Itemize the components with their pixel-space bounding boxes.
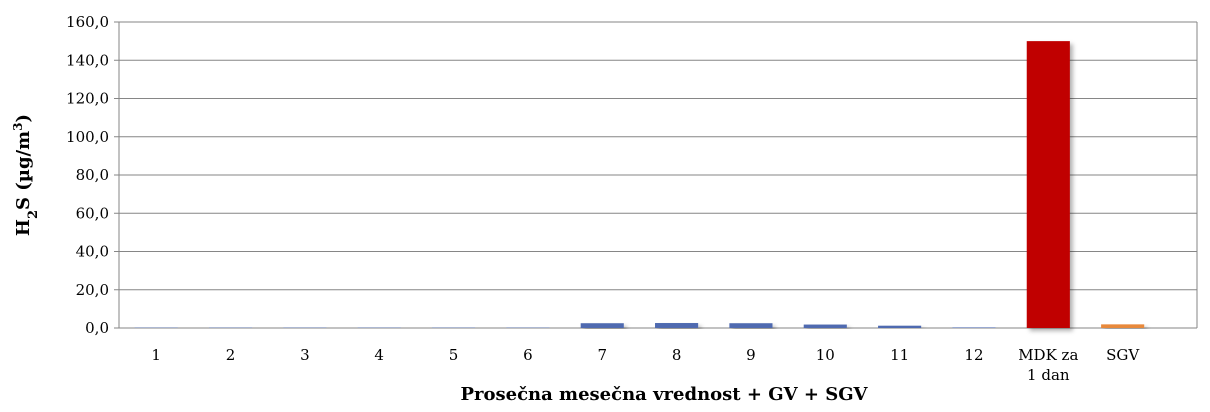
bars bbox=[134, 41, 1145, 328]
x-tick-label: 4 bbox=[374, 346, 384, 364]
x-tick-label: 6 bbox=[523, 346, 533, 364]
x-tick-label: 9 bbox=[746, 346, 756, 364]
y-tick-label: 60,0 bbox=[76, 204, 109, 222]
y-tick-label: 80,0 bbox=[76, 166, 109, 184]
y-tick-label: 140,0 bbox=[66, 51, 109, 69]
y-tick-label: 0,0 bbox=[85, 319, 109, 337]
x-tick-label: 10 bbox=[816, 346, 835, 364]
y-axis-title-middle: S (µg/m bbox=[13, 131, 34, 210]
x-tick-label: 7 bbox=[597, 346, 607, 364]
y-axis-title: H2S (µg/m3) bbox=[11, 114, 41, 236]
x-tick-label: 11 bbox=[890, 346, 909, 364]
y-axis-title-superscript: 3 bbox=[11, 122, 25, 130]
y-axis-title-end: ) bbox=[13, 114, 34, 123]
x-tick-label: SGV bbox=[1106, 346, 1140, 364]
bar bbox=[803, 324, 847, 328]
bar bbox=[1101, 324, 1145, 328]
bar bbox=[580, 323, 624, 328]
bar bbox=[1026, 41, 1070, 328]
bar bbox=[878, 325, 922, 328]
x-tick-label: 5 bbox=[449, 346, 459, 364]
bar bbox=[655, 323, 699, 328]
x-tick-label: 1 bbox=[151, 346, 161, 364]
gridlines bbox=[114, 21, 1197, 329]
x-tick-label: 12 bbox=[964, 346, 983, 364]
y-tick-label: 40,0 bbox=[76, 243, 109, 261]
y-tick-labels: 0,0 20,0 40,0 60,0 80,0 100,0 120,0 140,0 160,0 bbox=[66, 13, 109, 337]
x-tick-label: 8 bbox=[672, 346, 682, 364]
y-tick-label: 120,0 bbox=[66, 90, 109, 108]
y-tick-label: 20,0 bbox=[76, 281, 109, 299]
y-tick-label: 100,0 bbox=[66, 128, 109, 146]
bar bbox=[729, 323, 773, 328]
x-tick-label: 3 bbox=[300, 346, 310, 364]
bar bbox=[952, 327, 996, 328]
x-axis-title: Prosečna mesečna vrednost + GV + SGV bbox=[460, 384, 868, 405]
x-tick-label: 2 bbox=[226, 346, 236, 364]
y-axis-title-subscript: 2 bbox=[26, 210, 41, 219]
y-tick-label: 160,0 bbox=[66, 13, 109, 31]
x-tick-label: MDK za 1 dan bbox=[1018, 346, 1078, 384]
y-axis-title-main: H bbox=[13, 219, 34, 236]
